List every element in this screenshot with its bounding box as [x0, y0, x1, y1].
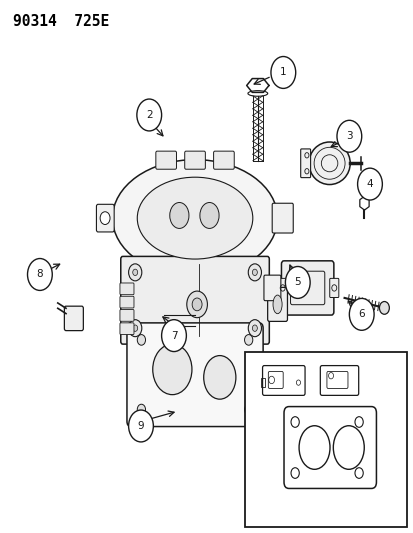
Ellipse shape	[112, 160, 277, 277]
FancyBboxPatch shape	[120, 283, 134, 295]
FancyBboxPatch shape	[64, 306, 83, 330]
Ellipse shape	[272, 295, 281, 314]
Bar	[244, 352, 406, 527]
FancyBboxPatch shape	[121, 256, 269, 344]
FancyBboxPatch shape	[184, 151, 205, 169]
FancyBboxPatch shape	[127, 323, 263, 426]
Circle shape	[128, 264, 142, 281]
Ellipse shape	[169, 203, 188, 229]
Text: 9: 9	[138, 421, 144, 431]
Circle shape	[137, 99, 161, 131]
Circle shape	[27, 259, 52, 290]
Circle shape	[133, 269, 138, 276]
Text: 3: 3	[345, 131, 352, 141]
Circle shape	[248, 264, 261, 281]
FancyBboxPatch shape	[278, 278, 287, 297]
FancyBboxPatch shape	[213, 151, 234, 169]
Circle shape	[252, 325, 257, 332]
Text: 7: 7	[170, 330, 177, 341]
Circle shape	[137, 335, 145, 345]
Text: 1: 1	[279, 68, 286, 77]
FancyBboxPatch shape	[267, 287, 287, 321]
Text: 4: 4	[366, 179, 373, 189]
Circle shape	[379, 302, 388, 314]
Ellipse shape	[199, 203, 218, 229]
FancyBboxPatch shape	[271, 203, 292, 233]
Circle shape	[133, 325, 138, 332]
FancyBboxPatch shape	[281, 261, 333, 315]
Text: 6: 6	[358, 309, 364, 319]
Ellipse shape	[203, 356, 235, 399]
FancyBboxPatch shape	[120, 310, 134, 321]
Ellipse shape	[152, 344, 192, 394]
Ellipse shape	[308, 142, 349, 184]
FancyBboxPatch shape	[263, 275, 280, 301]
Circle shape	[128, 320, 142, 337]
Circle shape	[357, 168, 382, 200]
Text: 2: 2	[145, 110, 152, 120]
Circle shape	[285, 266, 309, 298]
Circle shape	[248, 320, 261, 337]
Circle shape	[244, 335, 252, 345]
FancyBboxPatch shape	[329, 278, 338, 297]
Circle shape	[186, 291, 207, 318]
Text: 8: 8	[36, 270, 43, 279]
Circle shape	[192, 298, 202, 311]
Circle shape	[137, 404, 145, 415]
Circle shape	[100, 212, 110, 224]
Text: 90314  725E: 90314 725E	[13, 14, 109, 29]
Circle shape	[128, 410, 153, 442]
Circle shape	[270, 56, 295, 88]
FancyBboxPatch shape	[120, 296, 134, 308]
FancyBboxPatch shape	[155, 151, 176, 169]
Circle shape	[252, 269, 257, 276]
Circle shape	[349, 298, 373, 330]
FancyBboxPatch shape	[300, 149, 310, 177]
Circle shape	[161, 320, 186, 352]
FancyBboxPatch shape	[96, 204, 114, 232]
Circle shape	[244, 404, 252, 415]
Bar	[260, 378, 264, 387]
FancyBboxPatch shape	[120, 323, 134, 335]
Ellipse shape	[137, 177, 252, 259]
Circle shape	[336, 120, 361, 152]
Text: 5: 5	[294, 278, 300, 287]
